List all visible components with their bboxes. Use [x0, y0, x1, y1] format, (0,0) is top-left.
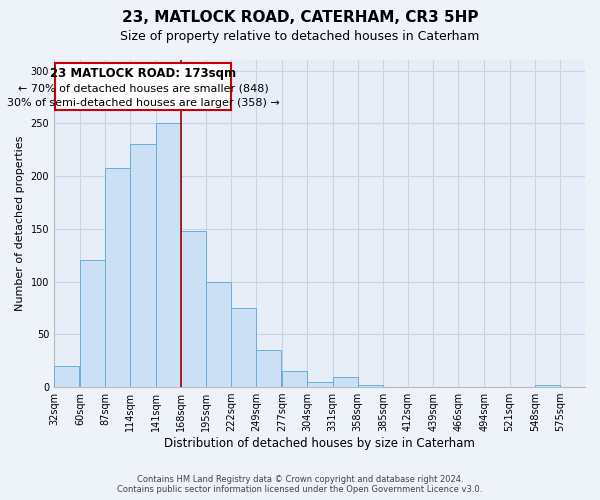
Bar: [80, 260, 105, 387]
Bar: [307, 382, 332, 387]
Text: Contains public sector information licensed under the Open Government Licence v3: Contains public sector information licen…: [118, 485, 482, 494]
Text: 30% of semi-detached houses are larger (358) →: 30% of semi-detached houses are larger (…: [7, 98, 280, 108]
Text: 23 MATLOCK ROAD: 173sqm: 23 MATLOCK ROAD: 173sqm: [50, 67, 236, 80]
Bar: [105, 168, 130, 387]
Text: Contains HM Land Registry data © Crown copyright and database right 2024.: Contains HM Land Registry data © Crown c…: [137, 475, 463, 484]
Bar: [282, 372, 307, 387]
Bar: [206, 282, 231, 387]
Bar: [231, 308, 256, 387]
Text: 23, MATLOCK ROAD, CATERHAM, CR3 5HP: 23, MATLOCK ROAD, CATERHAM, CR3 5HP: [122, 10, 478, 25]
Bar: [332, 376, 358, 387]
Bar: [535, 385, 560, 387]
Text: ← 70% of detached houses are smaller (848): ← 70% of detached houses are smaller (84…: [17, 83, 268, 93]
X-axis label: Distribution of detached houses by size in Caterham: Distribution of detached houses by size …: [164, 437, 475, 450]
Bar: [155, 124, 181, 387]
Bar: [130, 144, 155, 387]
Bar: [181, 231, 206, 387]
Bar: [256, 350, 281, 387]
Text: Size of property relative to detached houses in Caterham: Size of property relative to detached ho…: [121, 30, 479, 43]
Bar: [358, 385, 383, 387]
Bar: [54, 366, 79, 387]
Y-axis label: Number of detached properties: Number of detached properties: [15, 136, 25, 311]
